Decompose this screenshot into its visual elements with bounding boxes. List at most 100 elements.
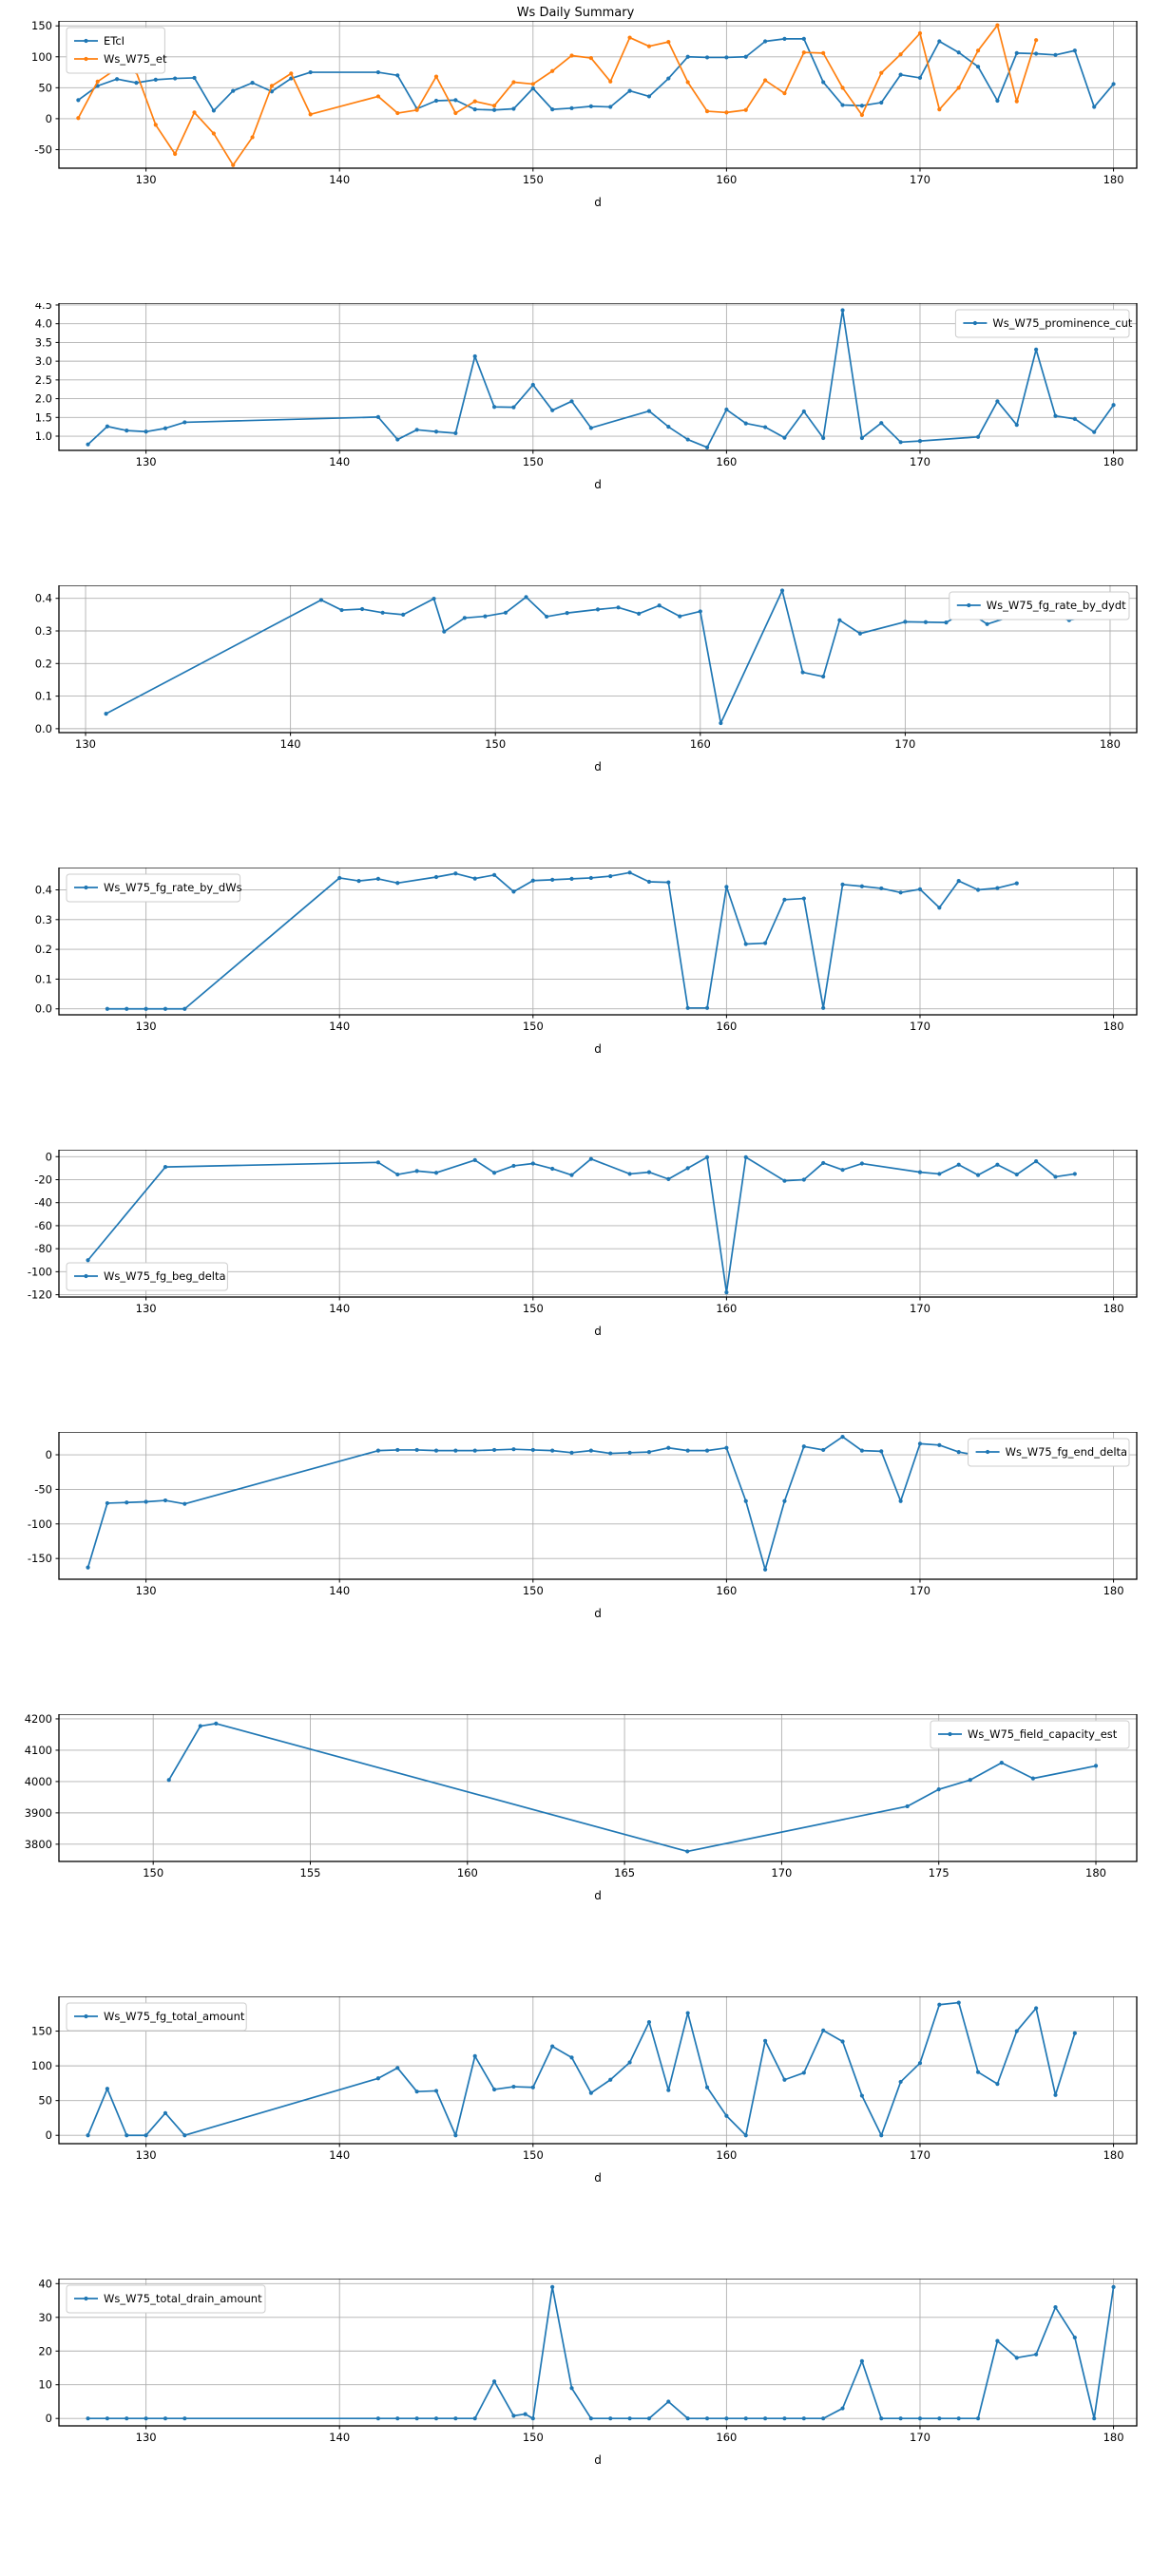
x-tick-label: 180 [1103, 2431, 1124, 2444]
data-point [763, 1567, 768, 1572]
data-point [1111, 2284, 1116, 2289]
axes-frame [58, 1714, 1138, 1862]
data-point [395, 73, 400, 78]
data-point [627, 88, 632, 93]
data-point [637, 611, 642, 616]
data-point [859, 104, 865, 108]
y-tick-label: 40 [38, 2279, 52, 2290]
x-tick-label: 180 [1103, 1302, 1124, 1315]
data-point [550, 2044, 555, 2049]
data-point [704, 2416, 710, 2421]
data-point [401, 612, 406, 617]
data-point [685, 1448, 690, 1453]
data-point [898, 2079, 903, 2085]
data-point [1014, 423, 1019, 428]
data-point [937, 1172, 942, 1176]
plot-area-6: 150 155 160 165 170 175 180 3800 3900 4000 4100 420… [25, 1714, 1138, 1902]
y-tick-label: 1.0 [35, 429, 52, 443]
legend-marker [84, 38, 88, 44]
data-point [173, 151, 178, 157]
data-point [704, 108, 710, 114]
data-point [995, 23, 1000, 28]
data-point [646, 2416, 652, 2421]
data-point [685, 437, 690, 442]
data-point [76, 116, 81, 121]
legend-5[interactable]: Ws_W75_fg_end_delta [968, 1438, 1130, 1467]
legend-0[interactable]: ETcI Ws_W75_et [66, 27, 167, 74]
axes-frame [58, 303, 1138, 451]
legend-7[interactable]: Ws_W75_fg_total_amount [66, 2002, 247, 2032]
x-axis-label: d [594, 1042, 602, 1056]
chart-panel-7: 130 140 150 160 170 180 0 50 100 150 d Ws_W75_fg_to… [0, 1996, 1151, 2279]
x-tick-label: 140 [329, 455, 350, 468]
axes-frame [58, 21, 1138, 169]
data-point [801, 2070, 806, 2075]
plot-area-3: 130 140 150 160 170 180 0.0 0.1 0.2 0.3 0.4 d Ws_W75… [35, 868, 1138, 1056]
data-point [956, 1162, 961, 1167]
data-point [743, 107, 748, 112]
x-tick-label: 180 [1103, 455, 1124, 468]
x-tick-label: 140 [329, 1302, 350, 1315]
legend-4[interactable]: Ws_W75_fg_beg_delta [66, 1262, 228, 1291]
y-tick-label: 100 [31, 50, 52, 64]
data-point [375, 2076, 381, 2081]
data-point [104, 712, 108, 716]
series-line-0 [86, 1156, 1076, 1294]
y-tick-label: 0.4 [35, 883, 52, 896]
y-tick-label: 30 [38, 2311, 52, 2324]
data-point [995, 886, 1000, 890]
data-point [250, 135, 255, 140]
y-tick-label: 150 [31, 2025, 52, 2038]
data-point [569, 1173, 574, 1177]
data-point [821, 1005, 826, 1010]
data-point [545, 614, 549, 620]
data-point [472, 353, 477, 359]
data-point [375, 414, 381, 419]
data-point [472, 1157, 477, 1162]
data-point [801, 50, 806, 55]
x-tick-label: 130 [136, 2431, 157, 2444]
legend-2[interactable]: Ws_W75_fg_rate_by_dydt [949, 591, 1130, 620]
data-point [627, 2416, 632, 2421]
data-point [530, 82, 535, 86]
legend-8[interactable]: Ws_W75_total_drain_amount [66, 2284, 266, 2314]
chart-panel-8: 130 140 150 160 170 180 0 10 20 30 40 d Ws_W75_total… [0, 2279, 1151, 2561]
data-point [704, 1448, 710, 1453]
data-point [608, 105, 613, 109]
data-point [375, 69, 381, 75]
data-point [779, 588, 785, 593]
data-point [153, 123, 158, 127]
y-tick-label: 4200 [25, 1714, 52, 1726]
x-axis-label: d [594, 1607, 602, 1620]
y-tick-label: -20 [34, 1173, 52, 1186]
data-point [432, 596, 436, 601]
data-point [1053, 52, 1058, 57]
data-point [144, 1006, 148, 1011]
data-point [550, 68, 555, 73]
data-point [763, 78, 768, 83]
data-point [782, 1498, 787, 1503]
legend-3[interactable]: Ws_W75_fg_rate_by_dWs [66, 873, 242, 903]
data-point [105, 1500, 109, 1506]
figure-suptitle: Ws Daily Summary [516, 6, 635, 20]
data-point [569, 1450, 574, 1455]
data-point [666, 2399, 671, 2404]
data-point [704, 1005, 710, 1010]
data-point [879, 100, 884, 105]
legend-6[interactable]: Ws_W75_field_capacity_est [930, 1720, 1130, 1749]
data-point [144, 1499, 148, 1504]
legend-label: Ws_W75_fg_rate_by_dWs [104, 881, 242, 894]
data-point [763, 425, 768, 429]
data-point [125, 2133, 129, 2138]
data-point [923, 620, 929, 624]
data-point [1034, 1159, 1039, 1164]
series-line-0 [106, 871, 1018, 1010]
data-point [182, 420, 187, 425]
data-point [968, 1778, 972, 1783]
series-line-0 [77, 38, 1115, 112]
data-point [359, 606, 365, 612]
legend-1[interactable]: Ws_W75_prominence_cut [954, 309, 1133, 338]
plot-area-7: 130 140 150 160 170 180 0 50 100 150 d Ws_W75_fg_to… [31, 1996, 1138, 2185]
y-tick-label: 0.1 [35, 972, 52, 985]
legend-label: Ws_W75_total_drain_amount [104, 2292, 262, 2305]
